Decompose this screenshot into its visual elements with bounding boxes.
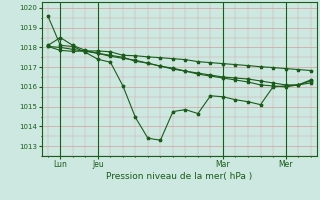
X-axis label: Pression niveau de la mer( hPa ): Pression niveau de la mer( hPa ) (106, 172, 252, 181)
